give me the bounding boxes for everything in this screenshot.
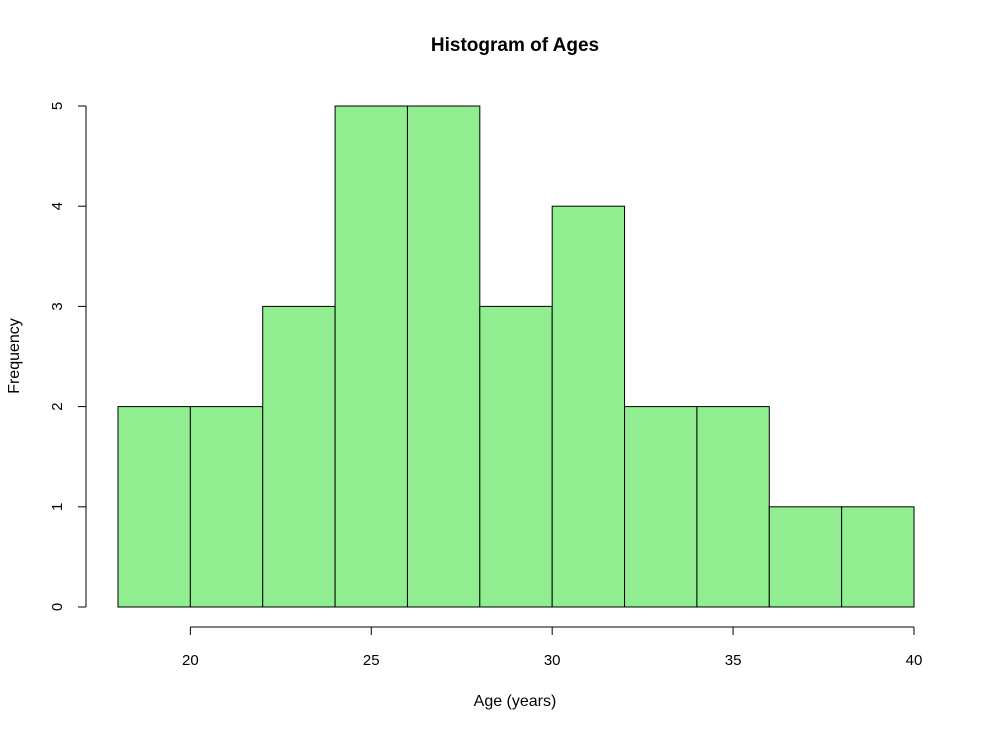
chart-title: Histogram of Ages (431, 35, 599, 56)
histogram-bar-4 (334, 105, 408, 608)
histogram-bar-11 (841, 506, 915, 608)
x-tick-label: 40 (906, 652, 923, 669)
histogram-bar-9 (696, 406, 770, 608)
x-tick-label: 30 (544, 652, 561, 669)
histogram-bar-8 (624, 406, 698, 608)
histogram-bar-3 (262, 305, 336, 608)
y-tick-label: 2 (49, 402, 66, 410)
x-tick-label: 20 (182, 652, 199, 669)
y-tick-label: 4 (49, 202, 66, 210)
bars-group (117, 105, 915, 608)
histogram-bar-6 (479, 305, 553, 608)
y-tick-label: 0 (49, 603, 66, 611)
histogram-bar-7 (551, 205, 626, 608)
histogram-bar-1 (117, 406, 191, 608)
x-tick-label: 35 (725, 652, 742, 669)
histogram-bar-2 (189, 406, 264, 608)
x-axis: 20 25 30 35 40 (182, 626, 923, 669)
y-tick-label: 1 (49, 503, 66, 511)
y-axis-label: Frequency (6, 318, 23, 394)
histogram-bar-10 (768, 506, 843, 608)
histogram-bar-5 (406, 105, 481, 608)
x-axis-label: Age (years) (474, 693, 557, 710)
x-tick-label: 25 (363, 652, 380, 669)
y-tick-label: 5 (49, 102, 66, 110)
y-axis: 0 1 2 3 4 5 (49, 102, 87, 611)
y-tick-label: 3 (49, 302, 66, 310)
